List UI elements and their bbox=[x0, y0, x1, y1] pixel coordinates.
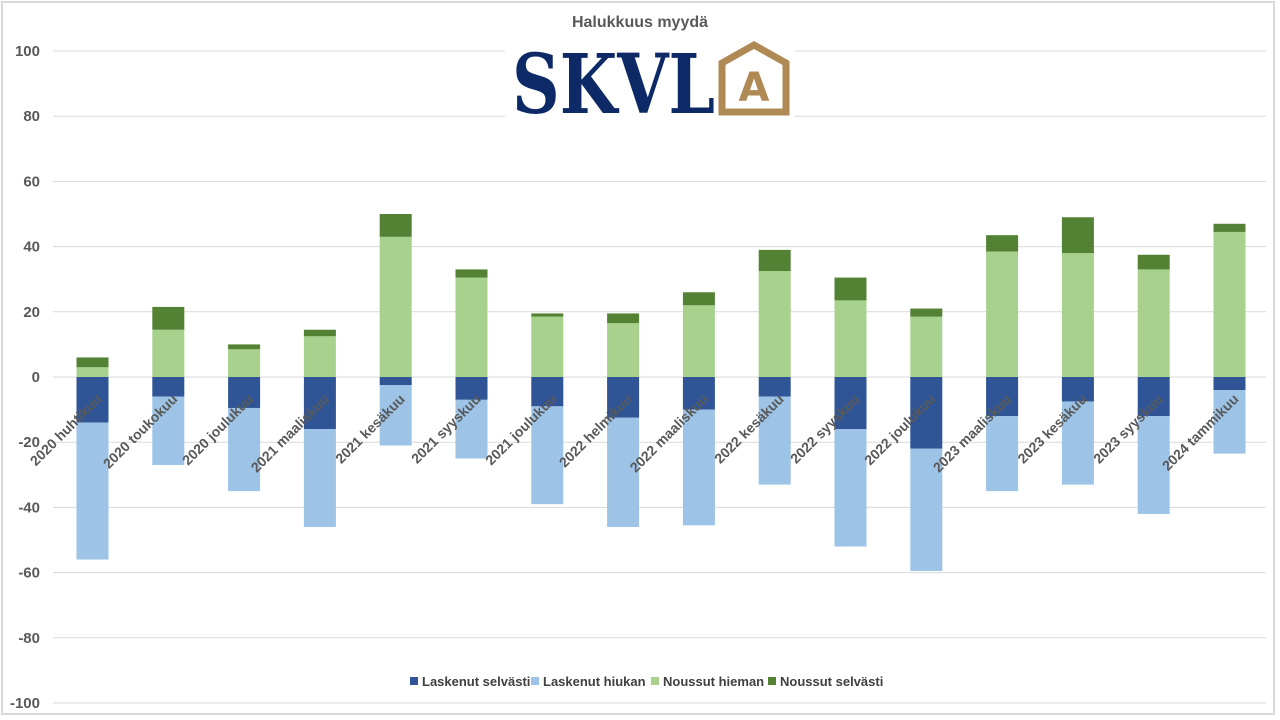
bar-segment bbox=[228, 407, 261, 492]
bar-segment bbox=[455, 399, 488, 459]
bar-segment bbox=[531, 377, 564, 407]
bar-segment bbox=[152, 306, 185, 330]
legend-label: Noussut selvästi bbox=[780, 674, 883, 689]
bar-segment bbox=[986, 251, 1019, 377]
bar-segment bbox=[1213, 231, 1246, 377]
bar-segment bbox=[1061, 401, 1094, 485]
bar-segment bbox=[758, 271, 791, 377]
bar-segment bbox=[682, 377, 715, 410]
bar-segment bbox=[1061, 253, 1094, 377]
bar-segment bbox=[1213, 390, 1246, 454]
y-tick-label: -60 bbox=[18, 565, 40, 582]
legend-label: Laskenut selvästi bbox=[422, 674, 530, 689]
y-tick-label: -40 bbox=[18, 499, 40, 516]
y-tick-label: 60 bbox=[23, 173, 40, 190]
bar-segment bbox=[758, 396, 791, 485]
bar-segment bbox=[228, 349, 261, 377]
bar-segment bbox=[834, 377, 867, 430]
bar-segment bbox=[76, 377, 109, 423]
bar-segment bbox=[758, 249, 791, 272]
logo-mark-letter: A bbox=[739, 65, 770, 111]
bar-segment bbox=[607, 323, 640, 377]
bar-segment bbox=[379, 377, 412, 386]
y-axis-ticks: 100 80 60 40 20 0 -20 -40 -60 -80 -100 bbox=[10, 43, 40, 712]
bar-segment bbox=[910, 377, 943, 449]
bar-segment bbox=[531, 316, 564, 377]
bar-segment bbox=[455, 269, 488, 278]
logo-house-icon bbox=[718, 40, 790, 116]
bar-segment bbox=[76, 357, 109, 368]
bar-segment bbox=[303, 377, 336, 430]
y-tick-label: -20 bbox=[18, 434, 40, 451]
bar-segment bbox=[76, 367, 109, 377]
y-tick-label: 40 bbox=[23, 239, 40, 256]
bar-segment bbox=[682, 305, 715, 377]
y-tick-label: -100 bbox=[10, 695, 40, 712]
bar-segment bbox=[986, 416, 1019, 492]
bar-segment bbox=[1213, 223, 1246, 232]
y-tick-label: 0 bbox=[32, 369, 40, 386]
bar-segment bbox=[76, 422, 109, 560]
bar-segment bbox=[303, 329, 336, 337]
y-tick-label: -80 bbox=[18, 630, 40, 647]
bar-segment bbox=[607, 313, 640, 324]
bar-segment bbox=[910, 308, 943, 317]
bar-segment bbox=[455, 377, 488, 400]
bar-segment bbox=[1137, 269, 1170, 377]
y-tick-label: 20 bbox=[23, 304, 40, 321]
bar-segment bbox=[1137, 416, 1170, 514]
bar-segment bbox=[682, 292, 715, 306]
bar-segment bbox=[228, 344, 261, 350]
bar-segment bbox=[986, 235, 1019, 252]
bar-segment bbox=[152, 377, 185, 397]
bar-segment bbox=[834, 277, 867, 301]
bar-segment bbox=[1061, 217, 1094, 254]
chart-title: Halukkuus myydä bbox=[572, 14, 708, 31]
legend: Laskenut selvästi Laskenut hiukan Noussut … bbox=[410, 674, 883, 689]
skvl-logo: SKVL A bbox=[505, 37, 795, 133]
bar-segment bbox=[910, 316, 943, 377]
bar-segment bbox=[910, 448, 943, 571]
bar-segment bbox=[834, 300, 867, 377]
bar-segment bbox=[1137, 254, 1170, 270]
bar-series bbox=[76, 214, 1246, 571]
bar-segment bbox=[607, 377, 640, 418]
bar-segment bbox=[152, 396, 185, 466]
bar-segment bbox=[228, 377, 261, 408]
bar-segment bbox=[986, 377, 1019, 417]
legend-swatch bbox=[651, 677, 659, 685]
legend-swatch bbox=[410, 677, 418, 685]
bar-segment bbox=[758, 377, 791, 397]
bar-segment bbox=[455, 277, 488, 377]
logo-wordmark: SKVL bbox=[512, 37, 715, 133]
bar-segment bbox=[152, 329, 185, 377]
bar-segment bbox=[379, 214, 412, 237]
bar-segment bbox=[1137, 377, 1170, 417]
bar-segment bbox=[379, 385, 412, 446]
bar-segment bbox=[1213, 377, 1246, 391]
bar-segment bbox=[607, 417, 640, 527]
bar-segment bbox=[1061, 377, 1094, 402]
legend-swatch bbox=[531, 677, 539, 685]
legend-label: Noussut hieman bbox=[663, 674, 764, 689]
legend-label: Laskenut hiukan bbox=[543, 674, 646, 689]
y-tick-label: 80 bbox=[23, 108, 40, 125]
bar-segment bbox=[303, 336, 336, 377]
bar-segment bbox=[834, 429, 867, 547]
bar-segment bbox=[682, 409, 715, 526]
bar-segment bbox=[531, 406, 564, 505]
legend-swatch bbox=[768, 677, 776, 685]
bar-segment bbox=[379, 236, 412, 377]
y-tick-label: 100 bbox=[15, 43, 40, 60]
bar-segment bbox=[531, 313, 564, 317]
bar-segment bbox=[303, 429, 336, 527]
